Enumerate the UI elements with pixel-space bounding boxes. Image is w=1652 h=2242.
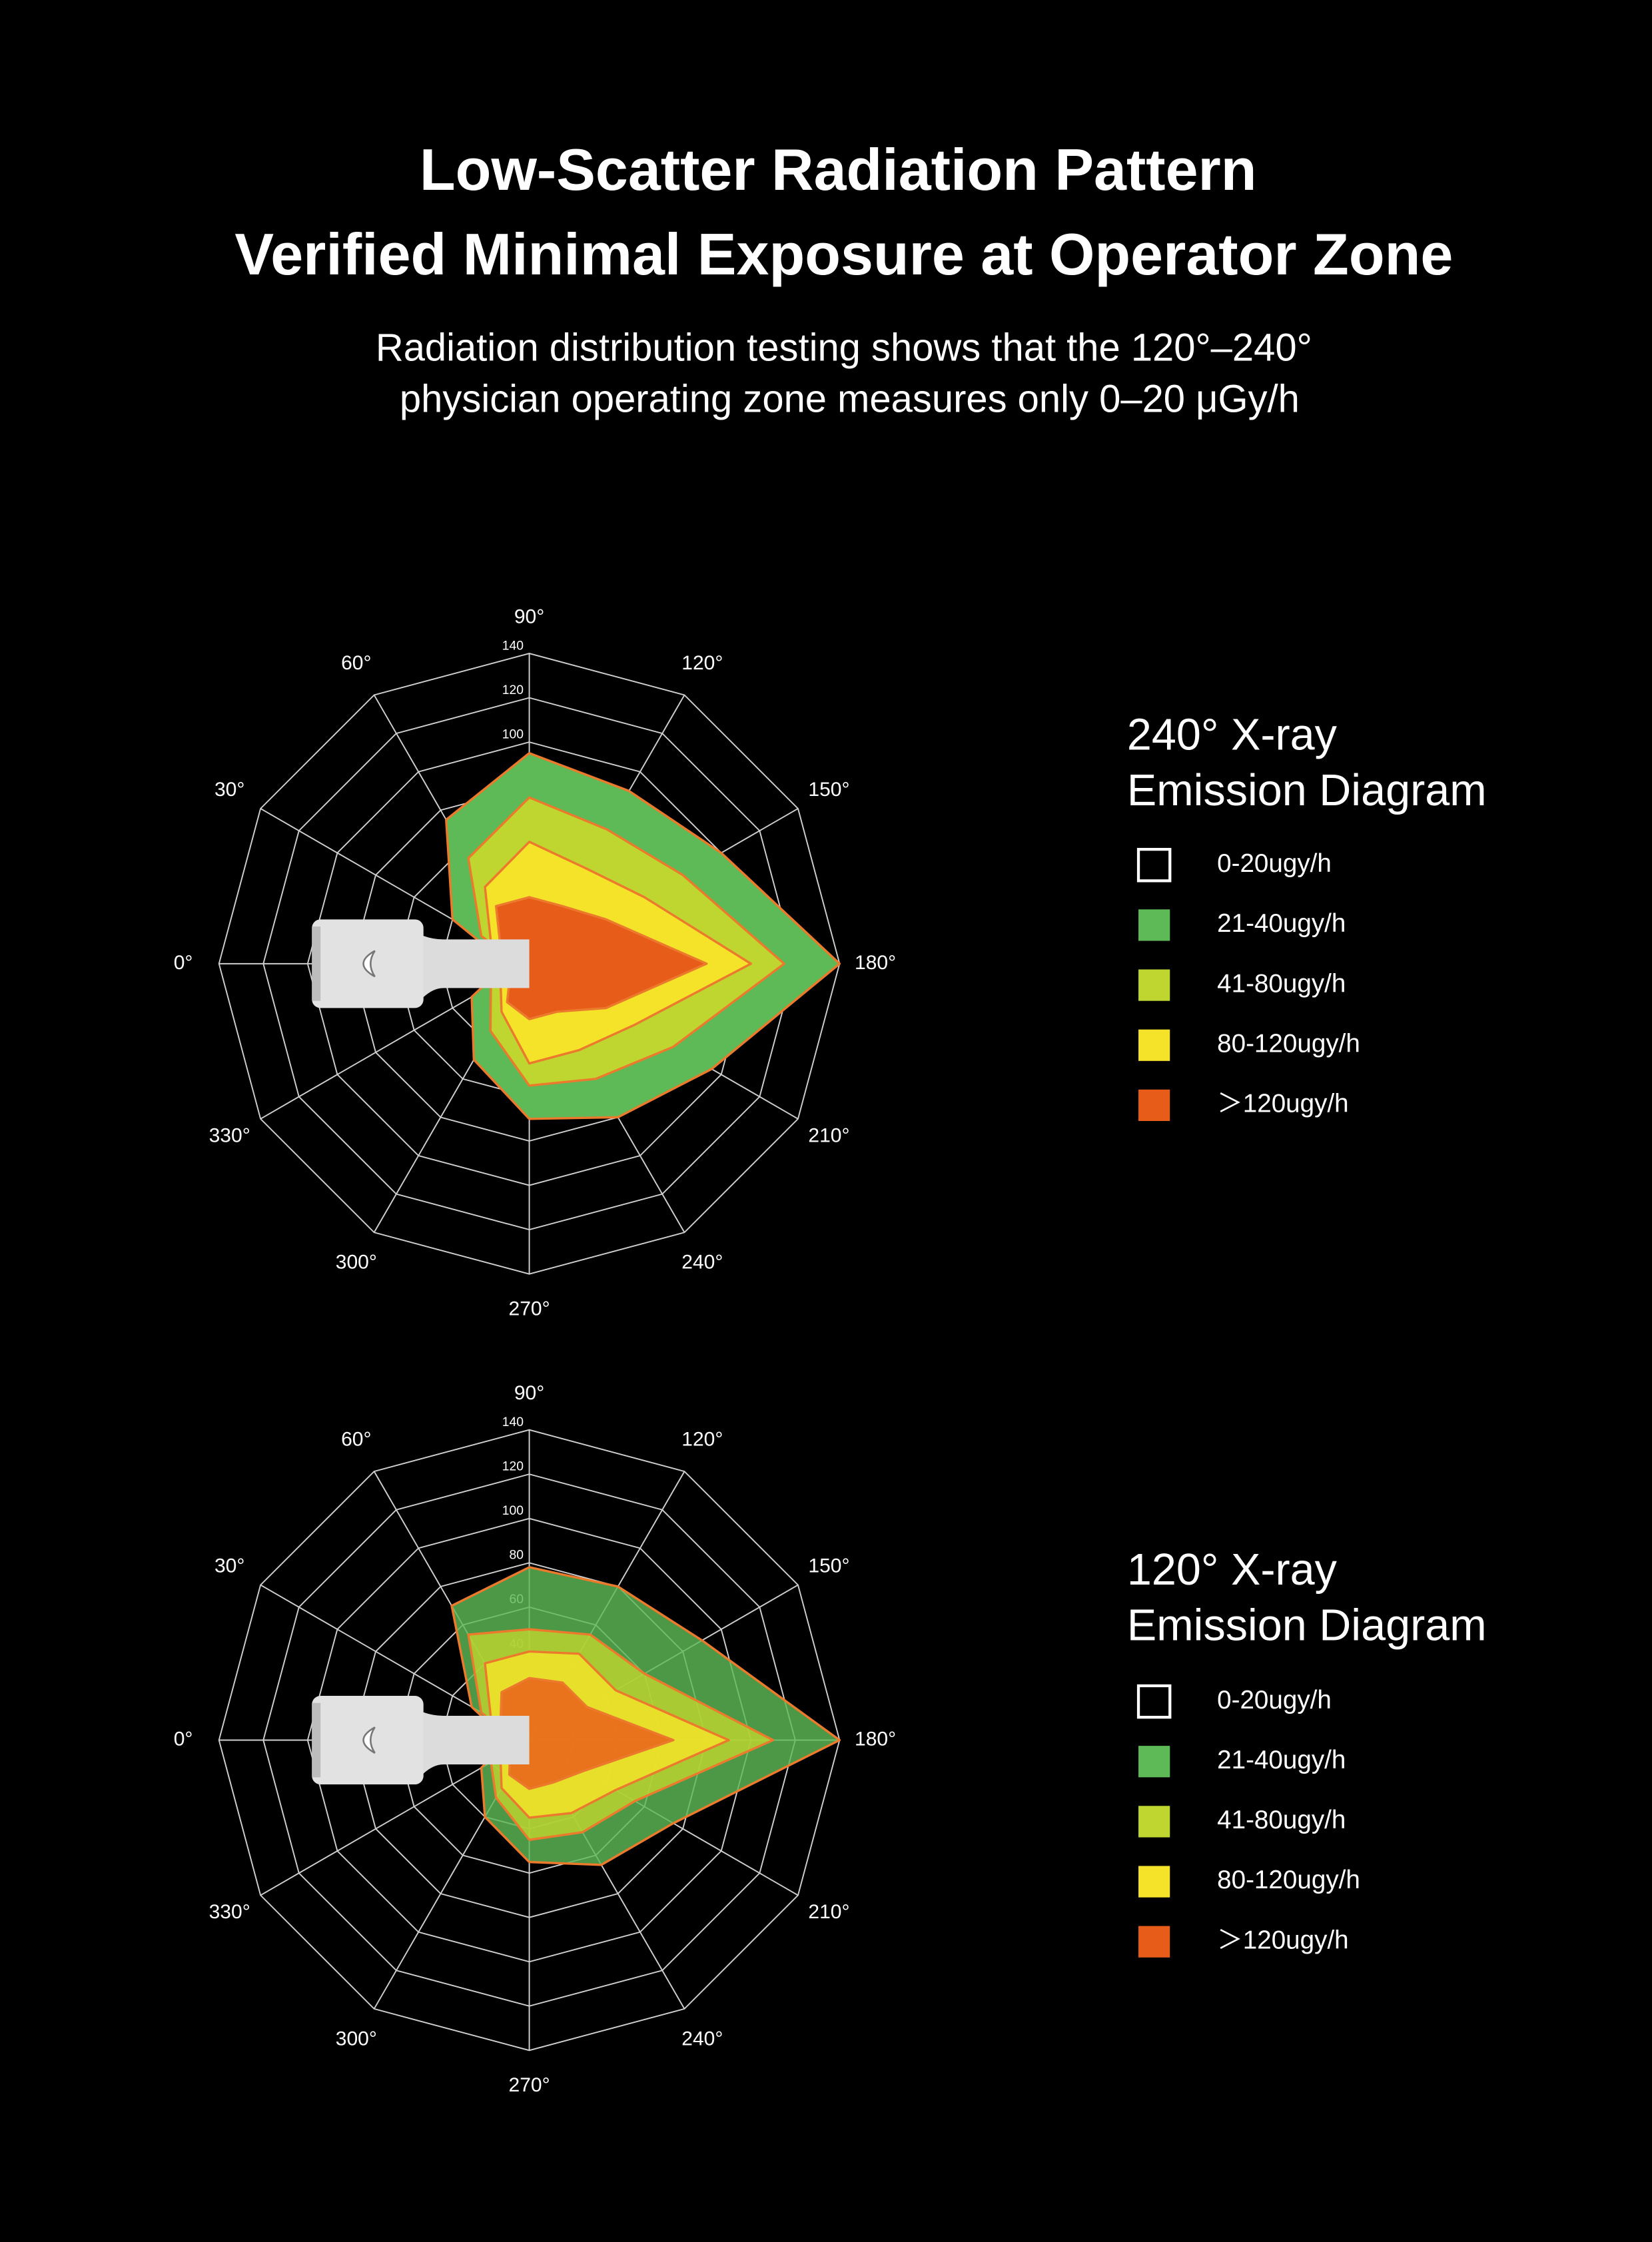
legend-swatch (1138, 1029, 1170, 1061)
tube-cap (312, 1702, 321, 1778)
legend-label: ＞120ugy/h (1217, 1926, 1349, 1954)
angle-label: 330° (209, 1901, 250, 1923)
angle-label: 180° (855, 952, 896, 974)
angle-label: 210° (808, 1901, 849, 1923)
r-tick-label: 140 (502, 1415, 524, 1429)
r-tick-label: 100 (502, 728, 524, 742)
angle-label: 30° (214, 1555, 244, 1577)
angle-label: 240° (681, 2028, 723, 2050)
angle-label: 270° (508, 2074, 550, 2096)
angle-label: 330° (209, 1125, 250, 1147)
emission-area (499, 1677, 675, 1790)
legend-swatch (1136, 847, 1172, 883)
angle-label: 150° (808, 1555, 849, 1577)
angle-label: 150° (808, 779, 849, 801)
legend-title: Emission Diagram (1127, 766, 1487, 815)
legend-swatch (1138, 1926, 1170, 1958)
angle-label: 90° (514, 1382, 544, 1404)
emission-area (494, 896, 708, 1020)
legend-swatch (1138, 969, 1170, 1001)
legend-title: 240° X-ray (1127, 710, 1338, 759)
legend-label: 0-20ugy/h (1217, 1686, 1332, 1714)
angle-label: 60° (341, 652, 371, 674)
legend-label: 80-120ugy/h (1217, 1029, 1360, 1058)
legend-label: 41-80ugy/h (1217, 969, 1346, 998)
xray-tube (312, 919, 530, 1008)
title: Verified Minimal Exposure at Operator Zo… (234, 221, 1453, 287)
angle-label: 300° (336, 1252, 377, 1274)
angle-label: 0° (174, 1728, 193, 1750)
legend-label: 41-80ugy/h (1217, 1806, 1346, 1834)
angle-label: 270° (508, 1298, 550, 1319)
angle-label: 180° (855, 1728, 896, 1750)
title: Low-Scatter Radiation Pattern (420, 137, 1257, 202)
angle-label: 120° (681, 652, 723, 674)
angle-label: 240° (681, 1252, 723, 1274)
tube-logo (362, 950, 376, 978)
legend-label: 80-120ugy/h (1217, 1866, 1360, 1894)
legend-title: 120° X-ray (1127, 1545, 1338, 1595)
legend-swatch (1138, 1866, 1170, 1898)
tube-cap (312, 927, 321, 1001)
legend-title: Emission Diagram (1127, 1601, 1487, 1651)
angle-label: 120° (681, 1429, 723, 1451)
tube-logo (362, 1726, 376, 1754)
legend-swatch (1138, 909, 1170, 941)
legend-label: 0-20ugy/h (1217, 849, 1332, 878)
subtitle: Radiation distribution testing shows tha… (376, 326, 1312, 369)
r-tick-label: 100 (502, 1504, 524, 1518)
angle-label: 60° (341, 1429, 371, 1451)
r-tick-label: 120 (502, 1460, 524, 1474)
angle-label: 300° (336, 2028, 377, 2050)
angle-label: 210° (808, 1125, 849, 1147)
legend-label: 21-40ugy/h (1217, 1746, 1346, 1774)
legend-label: 21-40ugy/h (1217, 909, 1346, 938)
legend-swatch (1136, 1684, 1172, 1719)
angle-label: 30° (214, 779, 244, 801)
r-tick-label: 120 (502, 683, 524, 697)
subtitle: physician operating zone measures only 0… (400, 378, 1300, 421)
legend-label: ＞120ugy/h (1217, 1090, 1349, 1118)
angle-label: 0° (174, 952, 193, 974)
legend-swatch (1138, 1746, 1170, 1778)
r-tick-label: 140 (502, 639, 524, 653)
r-tick-label: 80 (509, 1549, 523, 1563)
legend-swatch (1138, 1089, 1170, 1121)
angle-label: 90° (514, 605, 544, 627)
tube-neck (414, 932, 530, 1007)
legend-swatch (1138, 1806, 1170, 1838)
